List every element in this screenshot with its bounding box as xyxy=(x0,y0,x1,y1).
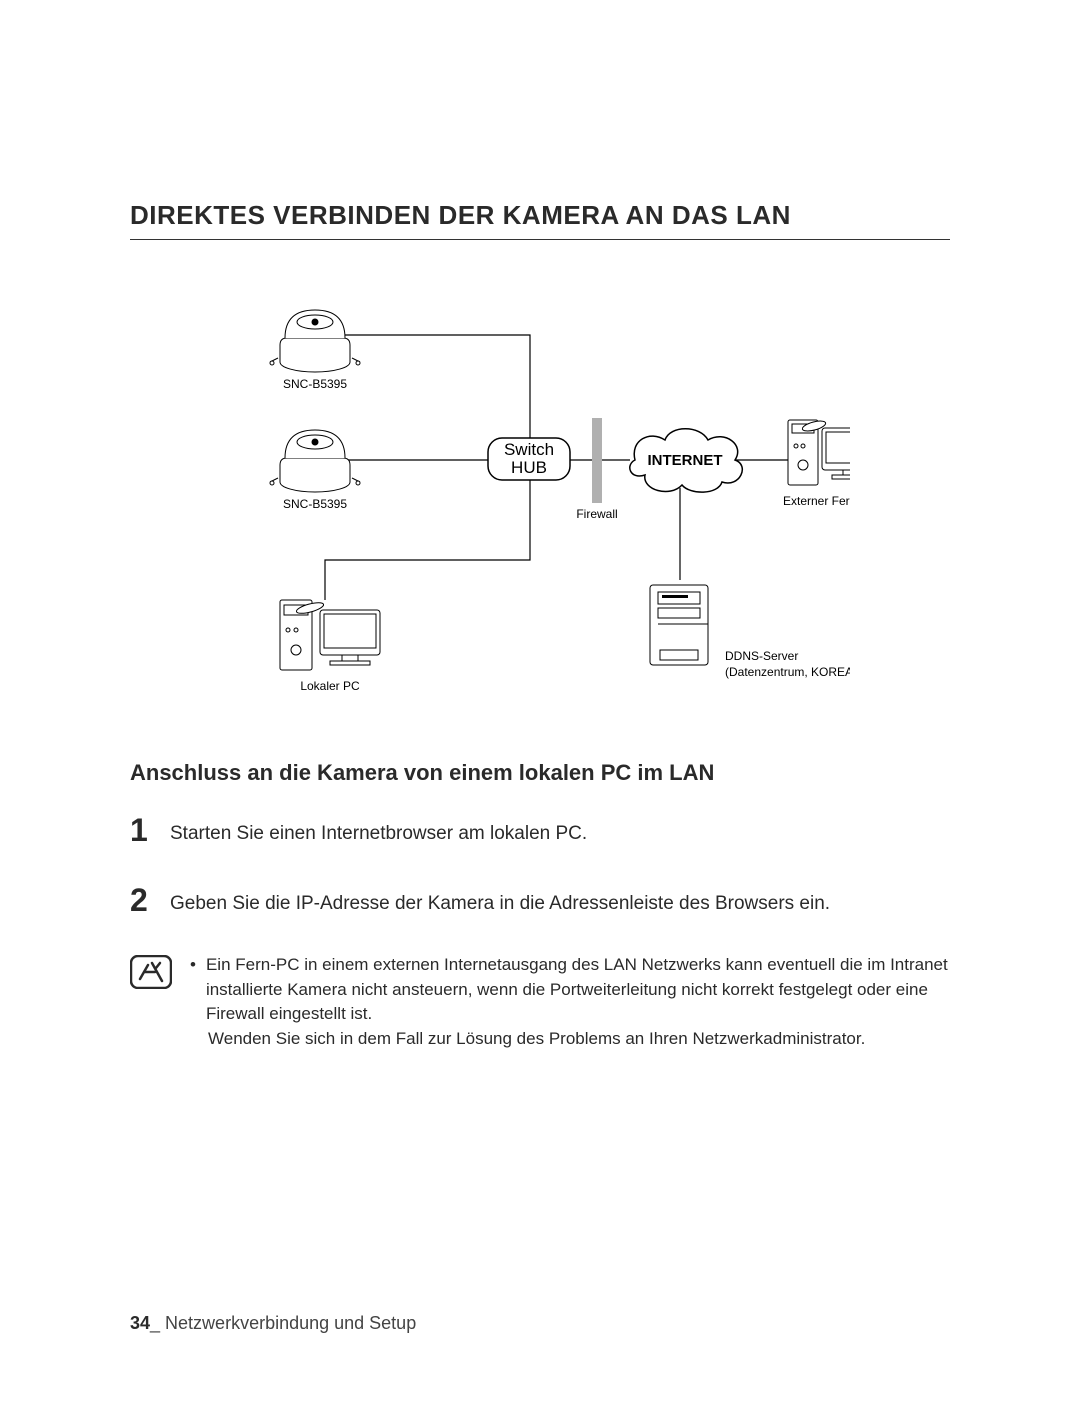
ddns-label-2: (Datenzentrum, KOREA) xyxy=(725,665,850,679)
note-text-1: Ein Fern-PC in einem externen Internetau… xyxy=(206,953,950,1027)
local-pc-label: Lokaler PC xyxy=(300,679,360,693)
remote-pc-icon xyxy=(788,419,850,485)
hub-label-2: HUB xyxy=(511,458,547,477)
footer-sep: _ xyxy=(150,1313,160,1333)
camera-1-icon xyxy=(270,310,360,372)
firewall-label: Firewall xyxy=(576,507,617,521)
footer-section: Netzwerkverbindung und Setup xyxy=(160,1313,416,1333)
firewall-icon xyxy=(592,418,602,503)
local-pc-icon xyxy=(280,600,380,670)
step-text: Starten Sie einen Internetbrowser am lok… xyxy=(170,814,587,848)
page-number: 34 xyxy=(130,1313,150,1333)
note-text-2: Wenden Sie sich in dem Fall zur Lösung d… xyxy=(208,1027,950,1052)
step-1: 1 Starten Sie einen Internetbrowser am l… xyxy=(130,814,950,848)
note-block: Ein Fern-PC in einem externen Internetau… xyxy=(130,953,950,1052)
note-body: Ein Fern-PC in einem externen Internetau… xyxy=(190,953,950,1052)
page-title: DIREKTES VERBINDEN DER KAMERA AN DAS LAN xyxy=(130,200,950,240)
camera-2-label: SNC-B5395 xyxy=(283,497,347,511)
internet-cloud: INTERNET xyxy=(630,429,743,492)
section-subtitle: Anschluss an die Kamera von einem lokale… xyxy=(130,760,950,786)
step-2: 2 Geben Sie die IP-Adresse der Kamera in… xyxy=(130,884,950,918)
ddns-server-icon xyxy=(650,585,708,665)
page-footer: 34_ Netzwerkverbindung und Setup xyxy=(130,1313,416,1334)
step-number: 1 xyxy=(130,814,170,846)
camera-1-label: SNC-B5395 xyxy=(283,377,347,391)
hub-label-1: Switch xyxy=(504,440,554,459)
internet-label: INTERNET xyxy=(648,452,723,469)
note-icon xyxy=(130,955,172,994)
remote-pc-label: Externer Fern-PC xyxy=(783,494,850,508)
network-diagram: Switch HUB Firewall INTERNET SNC-B5395 S… xyxy=(230,290,850,720)
step-number: 2 xyxy=(130,884,170,916)
step-text: Geben Sie die IP-Adresse der Kamera in d… xyxy=(170,884,830,918)
ddns-label-1: DDNS-Server xyxy=(725,649,798,663)
camera-2-icon xyxy=(270,430,360,492)
switch-hub-node: Switch HUB xyxy=(488,438,570,480)
